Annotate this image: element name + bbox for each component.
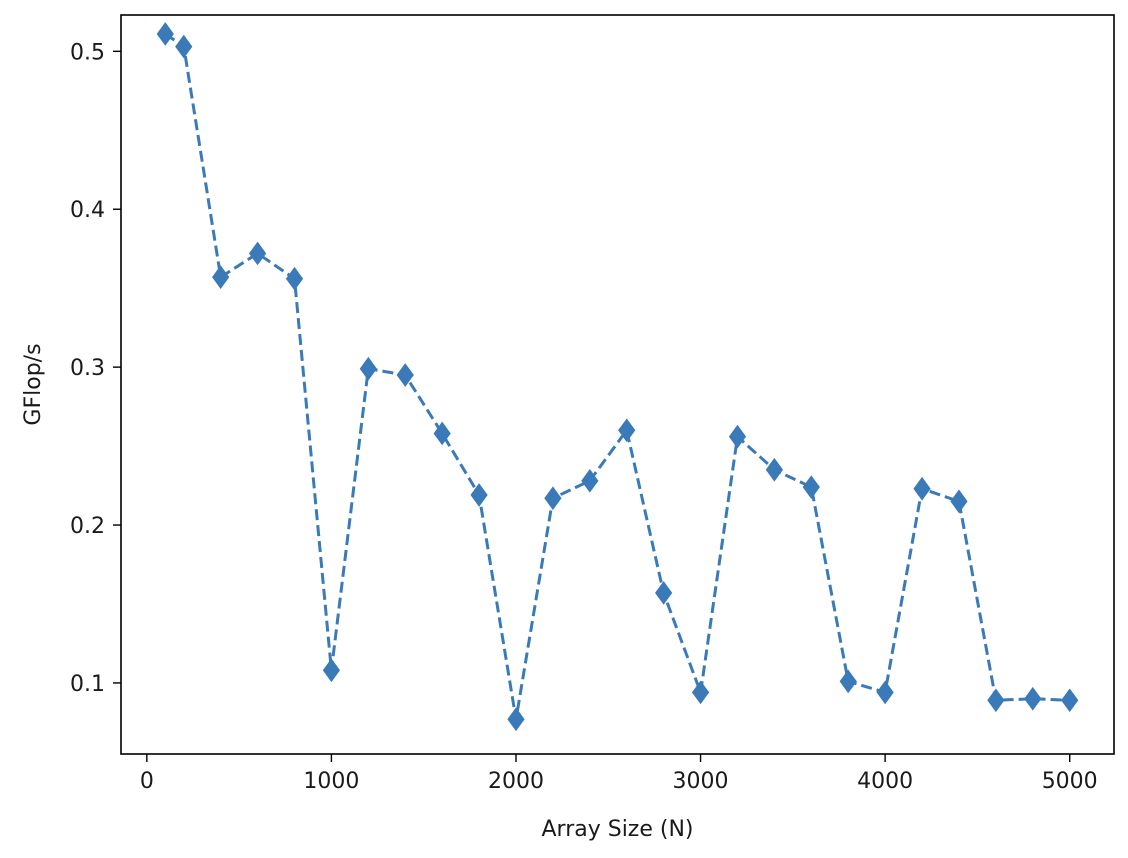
- data-point-marker: [212, 265, 230, 289]
- series-line: [164, 32, 1070, 721]
- y-tick-label: 0.2: [70, 514, 105, 539]
- data-point-marker: [156, 22, 174, 46]
- data-point-marker: [322, 658, 341, 683]
- data-point-marker: [396, 363, 414, 387]
- data-point-marker: [728, 424, 747, 449]
- ticks: 0 1000 2000 3000 4000 5000 0.1 0.2 0.3 0.4 0.5: [70, 40, 1098, 794]
- axes: [120, 14, 1115, 755]
- y-tick-label: 0.3: [70, 356, 105, 381]
- data-point-marker: [1061, 688, 1079, 713]
- data-point-marker: [802, 475, 820, 499]
- x-tick-label: 2000: [488, 769, 544, 794]
- y-axis-label: GFlop/s: [21, 343, 46, 425]
- data-point-marker: [913, 476, 931, 501]
- data-point-marker: [655, 581, 673, 605]
- data-point-marker: [987, 688, 1005, 713]
- data-point-marker: [1024, 686, 1042, 711]
- y-tick-label: 0.5: [70, 40, 105, 65]
- x-tick-label: 3000: [673, 769, 729, 794]
- x-axis-label: Array Size (N): [541, 817, 693, 842]
- data-point-marker: [618, 418, 636, 443]
- x-tick-label: 1000: [303, 769, 359, 794]
- x-tick-label: 5000: [1042, 769, 1098, 794]
- y-tick-label: 0.4: [70, 198, 105, 223]
- data-point-marker: [950, 489, 968, 514]
- data-point-marker: [691, 680, 710, 705]
- data-point-marker: [581, 468, 599, 493]
- data-point-marker: [433, 421, 451, 446]
- data-point-marker: [175, 34, 193, 59]
- plot-frame: [120, 14, 1115, 755]
- data-point-marker: [839, 669, 857, 694]
- data-point-marker: [876, 680, 894, 705]
- y-tick-label: 0.1: [70, 672, 105, 697]
- x-tick-label: 4000: [857, 769, 913, 794]
- data-point-marker: [285, 266, 304, 291]
- data-point-marker: [359, 356, 377, 381]
- data-point-marker: [470, 483, 488, 507]
- x-tick-label: 0: [140, 769, 154, 794]
- series-group: [156, 22, 1079, 732]
- data-point-marker: [248, 241, 267, 266]
- data-point-marker: [765, 457, 784, 482]
- data-point-marker: [507, 707, 525, 732]
- data-point-marker: [544, 486, 562, 511]
